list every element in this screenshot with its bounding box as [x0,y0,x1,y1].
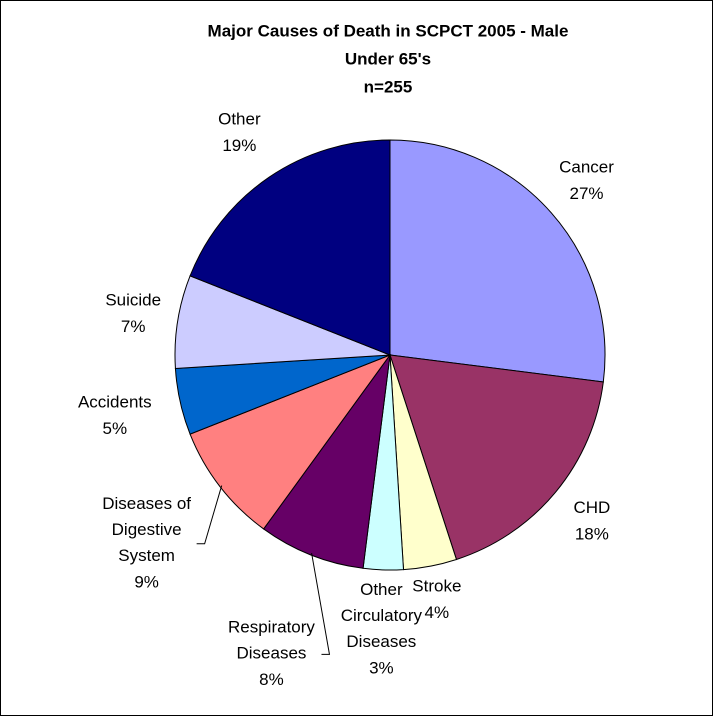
category-label: Suicide [105,291,161,310]
pie-slice [189,353,392,530]
value-label: 18% [575,524,609,543]
pie-slice [262,354,391,569]
value-label: 7% [121,317,146,336]
chart-title: Major Causes of Death in SCPCT 2005 - Ma… [208,21,569,40]
category-label: Respiratory Diseases [228,618,315,663]
value-label: 8% [259,670,284,689]
category-label: Other Circulatory Diseases [341,580,423,651]
value-label: 4% [425,603,450,622]
category-label: CHD [573,498,610,517]
pie-slice [189,139,391,356]
value-label: 27% [570,184,604,203]
leader-line [311,552,331,655]
leader-line [196,485,223,545]
pie-slice [389,139,606,383]
chart-title: n=255 [364,77,413,96]
value-label: 9% [134,572,159,591]
value-label: 3% [369,658,394,677]
category-label: Accidents [78,393,152,412]
value-label: 19% [222,136,256,155]
category-label: Other [218,110,261,129]
category-label: Cancer [559,158,614,177]
value-label: 5% [103,419,128,438]
chart-title: Under 65's [345,49,431,68]
pie-slice [389,354,604,561]
category-label: Diseases of Digestive System [102,494,191,565]
category-label: Stroke [412,577,461,596]
